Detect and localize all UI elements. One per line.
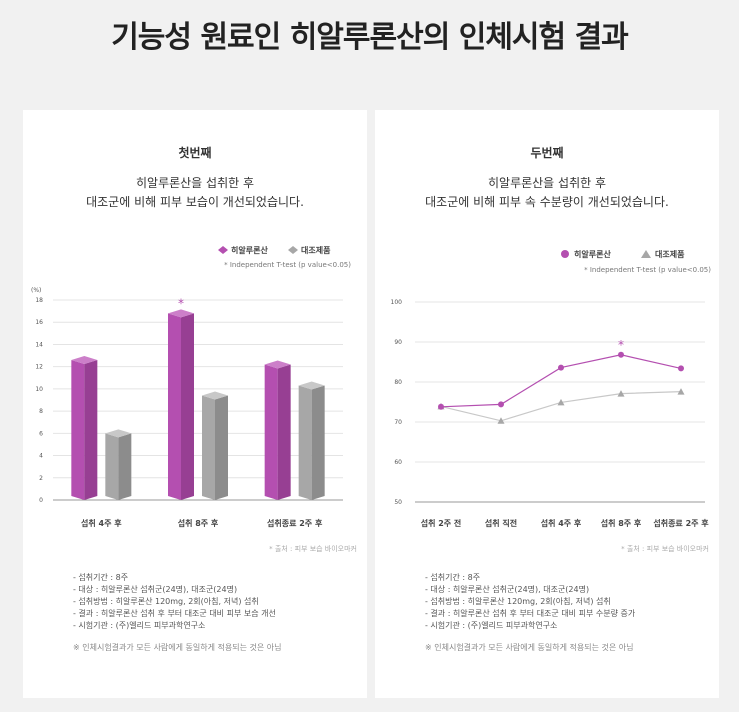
- legend-label-control: 대조제품: [655, 249, 685, 259]
- panel-heading: 첫번째: [178, 146, 212, 160]
- note-line: - 결과 : 히알루론산 섭취 후 부터 대조군 대비 피부 수분량 증가: [425, 609, 636, 618]
- bar-control: [202, 395, 215, 500]
- legend-swatch-control: [288, 246, 298, 254]
- data-point-control: [677, 388, 685, 395]
- x-category-label: 섭취 4주 후: [541, 518, 582, 528]
- disclaimer: ※ 인체시험결과가 모든 사람에게 동일하게 적용되는 것은 아님: [425, 643, 634, 652]
- bar-chart: 히알루론산 대조제품 * Independent T-test (p value<0…: [31, 245, 351, 528]
- note-line: - 대상 : 히알루론산 섭취군(24명), 대조군(24명): [73, 585, 238, 594]
- source-note: * 출처 : 피부 보습 바이오마커: [621, 545, 709, 553]
- y-tick-label: 12: [35, 364, 43, 371]
- y-tick-label: 6: [39, 430, 43, 437]
- disclaimer: ※ 인체시험결과가 모든 사람에게 동일하게 적용되는 것은 아님: [73, 643, 282, 652]
- x-category-label: 섭취종료 2주 후: [653, 518, 709, 528]
- panel-second-study: 두번째 히알루론산을 섭취한 후 대조군에 비해 피부 속 수분량이 개선되었습…: [375, 110, 719, 698]
- description-line: 대조군에 비해 피부 보습이 개선되었습니다.: [86, 195, 304, 209]
- y-tick-label: 70: [394, 419, 402, 426]
- legend-label-control: 대조제품: [301, 245, 331, 255]
- x-category-label: 섭취 8주 후: [178, 518, 219, 528]
- y-axis-unit: (%): [31, 287, 41, 294]
- y-tick-label: 16: [35, 319, 43, 326]
- bar-hyaluronic-side: [181, 313, 194, 500]
- bar-control-side: [215, 395, 228, 500]
- bar-hyaluronic-side: [84, 360, 98, 500]
- legend-swatch-control: [641, 250, 651, 258]
- significance-marker: *: [618, 338, 624, 352]
- bar-hyaluronic: [264, 364, 278, 500]
- study-notes: - 섭취기간 : 8주 - 대상 : 히알루론산 섭취군(24명), 대조군(2…: [73, 572, 276, 632]
- data-point-hyaluronic: [618, 351, 624, 358]
- bar-control-side: [118, 433, 132, 500]
- panel-heading: 두번째: [530, 146, 564, 160]
- x-category-label: 섭취 4주 후: [81, 518, 122, 528]
- y-tick-label: 4: [39, 453, 43, 460]
- source-note: * 출처 : 피부 보습 바이오마커: [269, 545, 357, 553]
- bar-control-side: [311, 385, 325, 500]
- legend-label-hyaluronic: 히알루론산: [231, 245, 268, 255]
- series-line-control: [440, 391, 682, 422]
- y-tick-label: 90: [394, 339, 402, 346]
- note-line: - 시험기관 : (주)엘리드 피부과학연구소: [73, 621, 206, 630]
- y-tick-label: 80: [394, 379, 402, 386]
- y-tick-label: 8: [39, 408, 43, 415]
- panel-description: 히알루론산을 섭취한 후 대조군에 비해 피부 속 수분량이 개선되었습니다.: [375, 174, 719, 212]
- x-category-label: 섭취 직전: [485, 518, 517, 528]
- data-point-hyaluronic: [498, 401, 504, 408]
- line-chart: 히알루론산 대조제품 * Independent T-test (p value<0…: [391, 249, 712, 528]
- y-tick-label: 50: [394, 499, 402, 506]
- bar-hyaluronic-side: [277, 364, 291, 500]
- note-line: - 섭취기간 : 8주: [425, 573, 481, 582]
- description-line: 대조군에 비해 피부 속 수분량이 개선되었습니다.: [425, 195, 669, 209]
- legend-significance-note: * Independent T-test (p value<0.05): [224, 261, 351, 269]
- note-line: - 결과 : 히알루론산 섭취 후 부터 대조군 대비 피부 보습 개선: [73, 609, 276, 618]
- data-point-control: [497, 417, 505, 424]
- bar-control: [105, 433, 119, 500]
- x-category-label: 섭취종료 2주 후: [267, 518, 323, 528]
- note-line: - 섭취기간 : 8주: [73, 573, 129, 582]
- y-tick-label: 100: [391, 299, 403, 306]
- legend-swatch-hyaluronic: [218, 246, 228, 254]
- description-line: 히알루론산을 섭취한 후: [135, 176, 255, 190]
- bar-control-top: [298, 381, 325, 390]
- bar-control-top: [105, 429, 132, 438]
- y-tick-label: 0: [39, 497, 43, 504]
- data-point-control: [557, 398, 565, 406]
- x-category-label: 섭취 2주 전: [421, 518, 462, 528]
- data-point-control: [617, 390, 625, 397]
- y-tick-label: 2: [39, 475, 43, 482]
- legend-label-hyaluronic: 히알루론산: [574, 249, 611, 259]
- legend-significance-note: * Independent T-test (p value<0.05): [584, 266, 711, 274]
- y-tick-label: 10: [35, 386, 43, 393]
- page-title: 기능성 원료인 히알루론산의 인체시험 결과: [111, 20, 629, 55]
- bar-hyaluronic: [71, 360, 85, 500]
- bar-hyaluronic-top: [264, 360, 291, 369]
- data-point-hyaluronic: [678, 365, 684, 372]
- data-point-hyaluronic: [558, 364, 564, 371]
- legend-swatch-hyaluronic: [561, 250, 569, 258]
- note-line: - 시험기관 : (주)엘리드 피부과학연구소: [425, 621, 558, 630]
- bar-hyaluronic-top: [71, 356, 98, 364]
- bar-control-top: [202, 391, 228, 400]
- panel-first-study: 첫번째 히알루론산을 섭취한 후 대조군에 비해 피부 보습이 개선되었습니다.…: [23, 110, 367, 698]
- note-line: - 대상 : 히알루론산 섭취군(24명), 대조군(24명): [425, 585, 590, 594]
- description-line: 히알루론산을 섭취한 후: [487, 176, 607, 190]
- x-category-label: 섭취 8주 후: [601, 518, 642, 528]
- bar-control: [298, 385, 312, 500]
- note-line: - 섭취방법 : 히알루론산 120mg, 2회(아침, 저녁) 섭취: [73, 597, 259, 606]
- y-tick-label: 18: [35, 297, 43, 304]
- panel-description: 히알루론산을 섭취한 후 대조군에 비해 피부 보습이 개선되었습니다.: [23, 174, 367, 212]
- y-tick-label: 60: [394, 459, 402, 466]
- bar-hyaluronic: [168, 313, 181, 500]
- study-notes: - 섭취기간 : 8주 - 대상 : 히알루론산 섭취군(24명), 대조군(2…: [425, 572, 635, 632]
- y-tick-label: 14: [35, 341, 43, 348]
- bar-hyaluronic-top: [168, 309, 194, 318]
- note-line: - 섭취방법 : 히알루론산 120mg, 2회(아침, 저녁) 섭취: [425, 597, 611, 606]
- significance-marker: *: [178, 296, 184, 310]
- data-point-hyaluronic: [438, 403, 444, 410]
